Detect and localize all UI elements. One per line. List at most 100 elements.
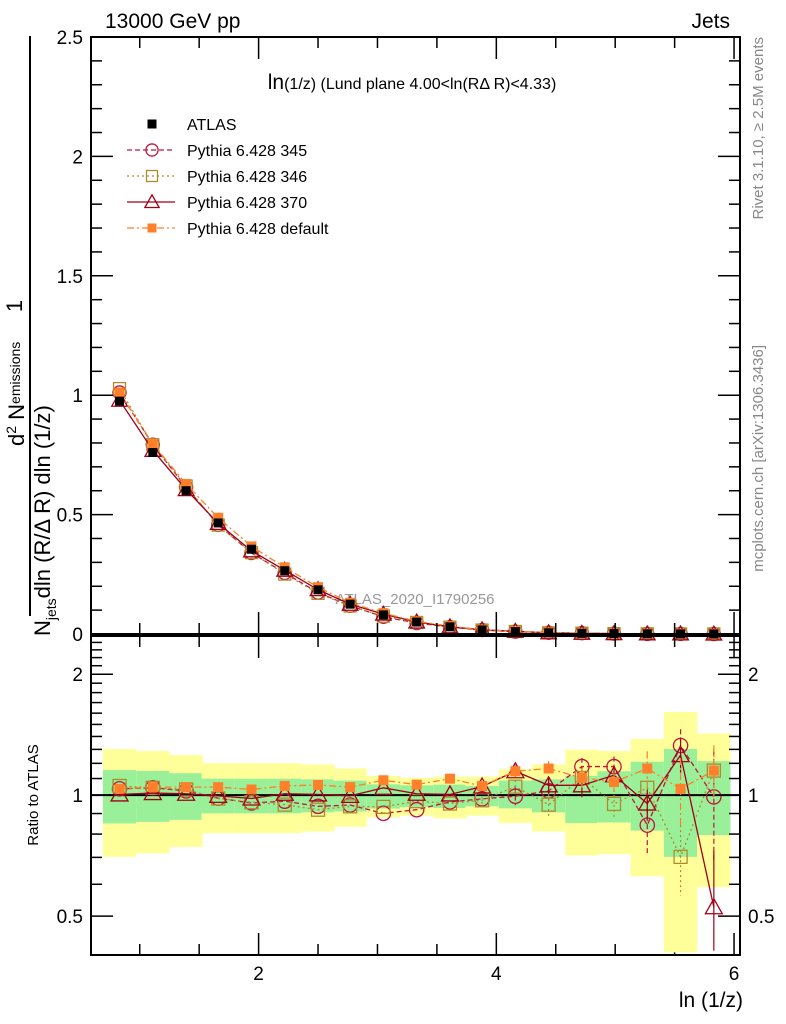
- y-tick-label: 2.5: [57, 28, 83, 49]
- ratio-point: [572, 775, 592, 793]
- band-stat: [102, 770, 137, 824]
- legend-marker: [145, 169, 159, 183]
- y-axis-label: 1 Njetsdln (R/Δ R) dln (1/z) d2 Nemissio…: [2, 36, 59, 636]
- ratio-point: [637, 793, 657, 811]
- ratio-point: [308, 784, 328, 802]
- ratio-point: [376, 799, 391, 815]
- atlas-point: [445, 622, 455, 632]
- ratio-point: [275, 783, 295, 801]
- atlas-point: [148, 448, 158, 458]
- atlas-point: [378, 610, 388, 620]
- title-prefix: ln: [268, 71, 284, 94]
- x-tick-label: 6: [729, 964, 740, 985]
- band-stat: [136, 770, 170, 822]
- ratio-point: [673, 849, 688, 865]
- x-tick-label: 2: [253, 964, 264, 985]
- ratio-point: [147, 782, 158, 793]
- ylabel-den: Njetsdln (R/Δ R) dln (1/z): [30, 405, 59, 636]
- atlas-point: [213, 518, 223, 528]
- ratio-point: [373, 778, 393, 795]
- ratio-y-tick-label: 2: [72, 665, 83, 686]
- y-tick-label: 1.5: [57, 267, 83, 288]
- ratio-point: [213, 782, 224, 793]
- ratio-point: [539, 775, 559, 793]
- ratio-point: [408, 801, 425, 818]
- ratio-point: [310, 802, 326, 817]
- ratio-point: [208, 786, 228, 803]
- header-left: 13000 GeV pp: [105, 10, 240, 33]
- ylabel-num2-sub: emissions: [7, 342, 23, 404]
- ylabel-den1-sub: jets: [43, 598, 59, 621]
- ratio-point: [606, 796, 622, 812]
- ylabel-num2-sup: 2: [3, 426, 19, 434]
- ylabel-num2-n: N: [4, 404, 29, 426]
- side-text-bottom: mcplots.cern.ch [arXiv:1306.3436]: [750, 345, 767, 572]
- ylabel-den1: N: [30, 620, 55, 636]
- ratio-point: [477, 780, 488, 791]
- y-tick-label: 0: [72, 625, 83, 646]
- legend-marker: [147, 223, 157, 233]
- ratio-point: [176, 783, 196, 801]
- main-point: [181, 478, 192, 489]
- ratio-y-tick-label: 2: [748, 665, 759, 686]
- ratio-point: [541, 797, 556, 812]
- ratio-point: [409, 794, 424, 809]
- y-tick-label: 2: [72, 147, 83, 168]
- side-text-top: Rivet 3.1.10, ≥ 2.5M events: [750, 37, 767, 220]
- ratio-point: [114, 783, 125, 794]
- ratio-point: [576, 772, 587, 783]
- ratio-point: [279, 780, 290, 791]
- legend-marker: [147, 119, 157, 129]
- atlas-point: [412, 617, 422, 627]
- ratio-point: [277, 797, 292, 812]
- legend-label: Pythia 6.428 default: [187, 221, 329, 238]
- legend-marker: [143, 193, 161, 209]
- band-stat: [400, 785, 434, 808]
- ratio-y-label: Ratio to ATLAS: [25, 744, 42, 845]
- ratio-point: [440, 784, 460, 802]
- legend-label: Pythia 6.428 345: [187, 143, 307, 160]
- x-axis-label: ln (1/z): [679, 989, 743, 1012]
- ylabel-den2: dln (R/Δ R) dln (1/z): [30, 405, 55, 598]
- ratio-point: [474, 793, 490, 808]
- ratio-point: [340, 786, 360, 803]
- legend: ATLAS Pythia 6.428 345 Pythia 6.428 346 Pyt…: [127, 117, 329, 238]
- ratio-point: [345, 782, 356, 793]
- atlas-point: [345, 599, 355, 609]
- atlas-point: [510, 627, 520, 637]
- ratio-point: [241, 788, 262, 806]
- atlas-point: [115, 396, 125, 406]
- ylabel-num2-d: d: [4, 434, 29, 446]
- atlas-point: [544, 628, 554, 638]
- y-tick-label: 0.5: [57, 506, 83, 527]
- ratio-point: [543, 763, 554, 774]
- ratio-point: [378, 775, 389, 786]
- ratio-point: [181, 782, 192, 793]
- ratio-point: [313, 779, 324, 790]
- ylabel-num1: 1: [2, 300, 27, 312]
- ratio-point: [411, 779, 422, 790]
- watermark: ATLAS_2020_I1790256: [335, 591, 494, 608]
- atlas-point: [313, 585, 323, 595]
- main-point: [114, 387, 125, 398]
- x-tick-label: 4: [491, 964, 502, 985]
- ratio-point: [675, 783, 686, 794]
- ratio-point: [407, 783, 427, 801]
- atlas-point: [246, 544, 256, 554]
- main-point: [213, 512, 224, 523]
- ratio-point: [708, 765, 719, 776]
- ratio-point: [508, 779, 523, 794]
- plot-title: ln(1/z) (Lund plane 4.00<ln(RΔ R)<4.33): [268, 71, 557, 94]
- ratio-point: [444, 773, 455, 784]
- ratio-point: [642, 763, 653, 774]
- main-panel: 0 0.5 1 1.5 2 2.5: [57, 28, 741, 955]
- main-point: [147, 438, 158, 449]
- ratio-y-tick-label: 0.5: [57, 907, 83, 928]
- main-frame: [90, 36, 741, 635]
- atlas-point: [181, 486, 191, 496]
- y-tick-label: 1: [72, 386, 83, 407]
- ratio-y-tick-label: 1: [748, 786, 759, 807]
- header-right: Jets: [691, 10, 730, 33]
- atlas-point: [280, 566, 290, 576]
